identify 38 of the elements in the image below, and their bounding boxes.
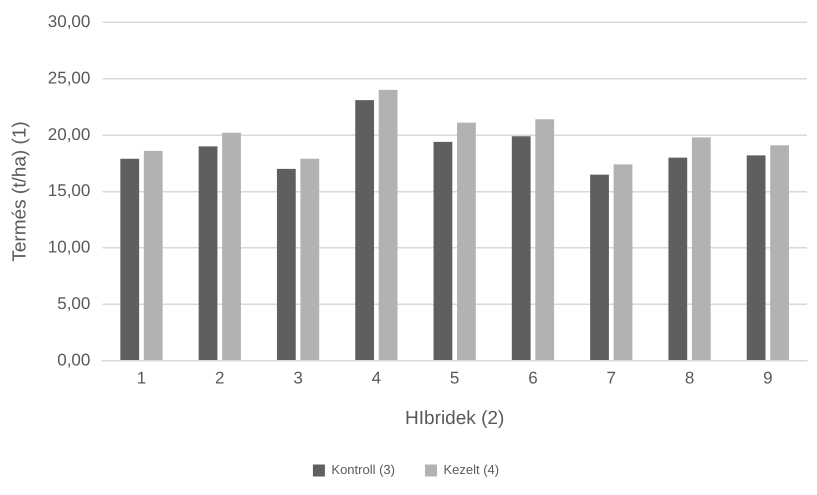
x-tick-label: 5 (450, 368, 460, 388)
bar (535, 119, 554, 360)
y-tick-label: 10,00 (48, 238, 90, 257)
x-tick-label: 8 (684, 368, 694, 388)
bar (120, 158, 140, 360)
bar (614, 164, 632, 360)
x-tick-label: 7 (606, 368, 616, 388)
bar (378, 90, 398, 360)
y-tick-label: 25,00 (48, 68, 90, 88)
bar (746, 155, 766, 360)
bar (355, 100, 374, 360)
x-tick-label: 1 (136, 368, 146, 388)
bar (434, 142, 452, 360)
bar (276, 168, 296, 360)
bar (300, 158, 320, 360)
y-tick-label: 0,00 (57, 350, 90, 370)
bar (770, 145, 789, 360)
bar (198, 146, 218, 360)
y-tick-label: 20,00 (48, 124, 90, 144)
y-tick-label: 5,00 (57, 294, 90, 314)
x-tick-label: 3 (293, 368, 303, 388)
x-tick-label: 6 (528, 368, 538, 388)
x-axis-title: HIbridek (2) (405, 408, 504, 429)
y-tick-label: 15,00 (48, 181, 90, 200)
bar (692, 137, 711, 360)
bar (222, 132, 241, 360)
bar (668, 158, 688, 360)
bar (144, 150, 163, 360)
y-tick-label: 30,00 (48, 12, 90, 31)
bar (590, 174, 609, 360)
bar (457, 122, 476, 360)
bar (512, 136, 531, 360)
legend-label: Kezelt (4) (443, 462, 500, 478)
x-tick-label: 9 (763, 368, 773, 388)
legend-label: Kontroll (3) (331, 462, 395, 478)
x-tick-label: 4 (372, 368, 382, 388)
x-tick-label: 2 (215, 368, 225, 388)
y-axis-title: Termés (t/ha) (1) (10, 121, 31, 262)
